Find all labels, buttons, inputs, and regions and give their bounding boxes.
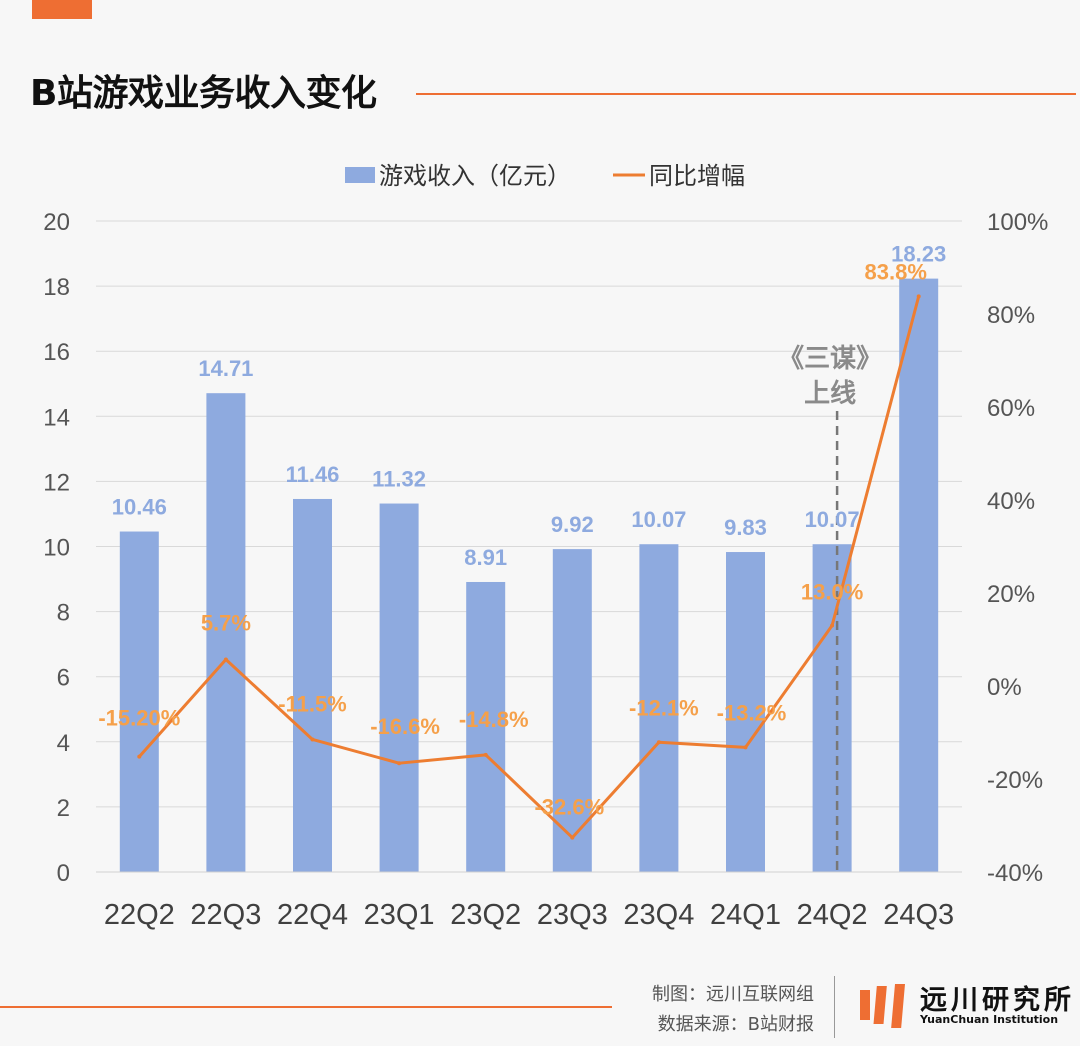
footer-divider-line [0, 1006, 612, 1008]
footer-vertical-divider [834, 976, 835, 1038]
line-value-label: -15.20% [98, 706, 180, 731]
y-right-tick-label: 0% [987, 674, 1022, 701]
logo-bars-icon [860, 984, 905, 1028]
bar [812, 544, 852, 872]
x-tick-label: 22Q2 [104, 899, 175, 931]
y-right-tick-label: 60% [987, 395, 1035, 422]
x-tick-label: 23Q3 [537, 899, 608, 931]
line-point [570, 835, 575, 840]
title-underline [416, 93, 1076, 95]
bar-value-label: 18.23 [891, 242, 946, 267]
bar-value-label: 11.32 [372, 467, 426, 492]
y-right-tick-label: 80% [987, 302, 1035, 329]
line-value-label: -11.5% [278, 691, 347, 716]
x-tick-label: 22Q4 [277, 899, 348, 931]
logo-english-name: YuanChuan Institution [920, 1013, 1059, 1026]
bar-value-label: 10.46 [112, 495, 167, 520]
line-value-label: 5.7% [201, 610, 251, 635]
y-left-tick-label: 2 [57, 795, 70, 822]
y-left-tick-label: 14 [43, 404, 70, 431]
bar [552, 549, 592, 872]
line-point [656, 740, 661, 745]
y-left-tick-label: 10 [43, 535, 70, 562]
bar [466, 581, 506, 872]
line-value-label: -12.1% [629, 695, 699, 720]
line-value-label: 83.8% [865, 259, 927, 284]
bar-value-label: 9.83 [724, 515, 767, 540]
y-left-tick-label: 12 [43, 469, 70, 496]
line-value-label: 13.0% [801, 580, 863, 605]
credit-text: 制图：远川互联网组 [652, 984, 814, 1005]
y-left-tick-label: 18 [43, 274, 70, 301]
combo-chart: 0 2 4 6 8 10 12 14 16 18 20 -40% -20% 0% 20% 40% 60% 80% 1… [43, 163, 1048, 931]
y-left-tick-label: 0 [57, 860, 70, 887]
y-right-tick-label: 20% [987, 581, 1035, 608]
bar [206, 393, 246, 872]
bar [119, 531, 159, 872]
line-point [223, 657, 228, 662]
y-right-tick-label: -20% [987, 767, 1043, 794]
line-point [483, 752, 488, 757]
bar [293, 498, 332, 872]
bar-value-label: 10.07 [805, 507, 860, 532]
x-tick-label: 23Q4 [623, 899, 694, 931]
line-point [310, 737, 315, 742]
bar-value-label: 10.07 [631, 507, 686, 532]
annotation-label: 上线 [804, 378, 856, 408]
line-value-label: -13.2% [717, 700, 787, 725]
line-point [916, 294, 921, 299]
growth-line [138, 295, 921, 840]
x-tick-label: 23Q2 [450, 899, 521, 931]
y-left-tick-label: 6 [57, 665, 70, 692]
line-value-label: -16.6% [370, 714, 440, 739]
bar [899, 278, 939, 872]
line-value-label: -14.8% [459, 707, 529, 732]
accent-tab [32, 0, 92, 19]
y-right-tick-label: 100% [987, 209, 1048, 236]
line-value-label: -32.6% [534, 795, 604, 820]
bar-value-label: 8.91 [464, 545, 507, 570]
annotation-label: 《三谋》 [778, 343, 882, 373]
y-right-tick-label: -40% [987, 860, 1043, 887]
legend-line-label: 同比增幅 [649, 163, 745, 190]
y-left-tick-label: 8 [57, 600, 70, 627]
legend-bar-label: 游戏收入（亿元） [379, 163, 571, 190]
x-tick-label: 22Q3 [190, 899, 261, 931]
y-left-tick-label: 16 [43, 339, 70, 366]
x-tick-label: 24Q1 [710, 899, 781, 931]
bar [639, 544, 679, 872]
line-point [830, 623, 835, 628]
bar [726, 552, 765, 872]
x-tick-label: 24Q3 [883, 899, 954, 931]
y-left-tick-label: 4 [57, 730, 70, 757]
line-point [137, 754, 142, 759]
y-left-tick-label: 20 [43, 209, 70, 236]
chart-title: B站游戏业务收入变化 [30, 73, 377, 114]
bar-value-label: 9.92 [551, 512, 594, 537]
logo-name: 远川研究所 [920, 985, 1075, 1016]
bar-value-label: 11.46 [286, 462, 340, 487]
line-point [397, 761, 402, 766]
source-text: 数据来源：B站财报 [657, 1014, 814, 1035]
y-right-tick-label: 40% [987, 488, 1035, 515]
footer-credits: 制图：远川互联网组 数据来源：B站财报 [652, 980, 814, 1040]
x-tick-label: 23Q1 [364, 899, 435, 931]
x-tick-label: 24Q2 [797, 899, 868, 931]
legend-bar-swatch [345, 167, 375, 183]
bar [379, 503, 419, 872]
line-point [743, 745, 748, 750]
bar-value-label: 14.71 [198, 356, 253, 381]
